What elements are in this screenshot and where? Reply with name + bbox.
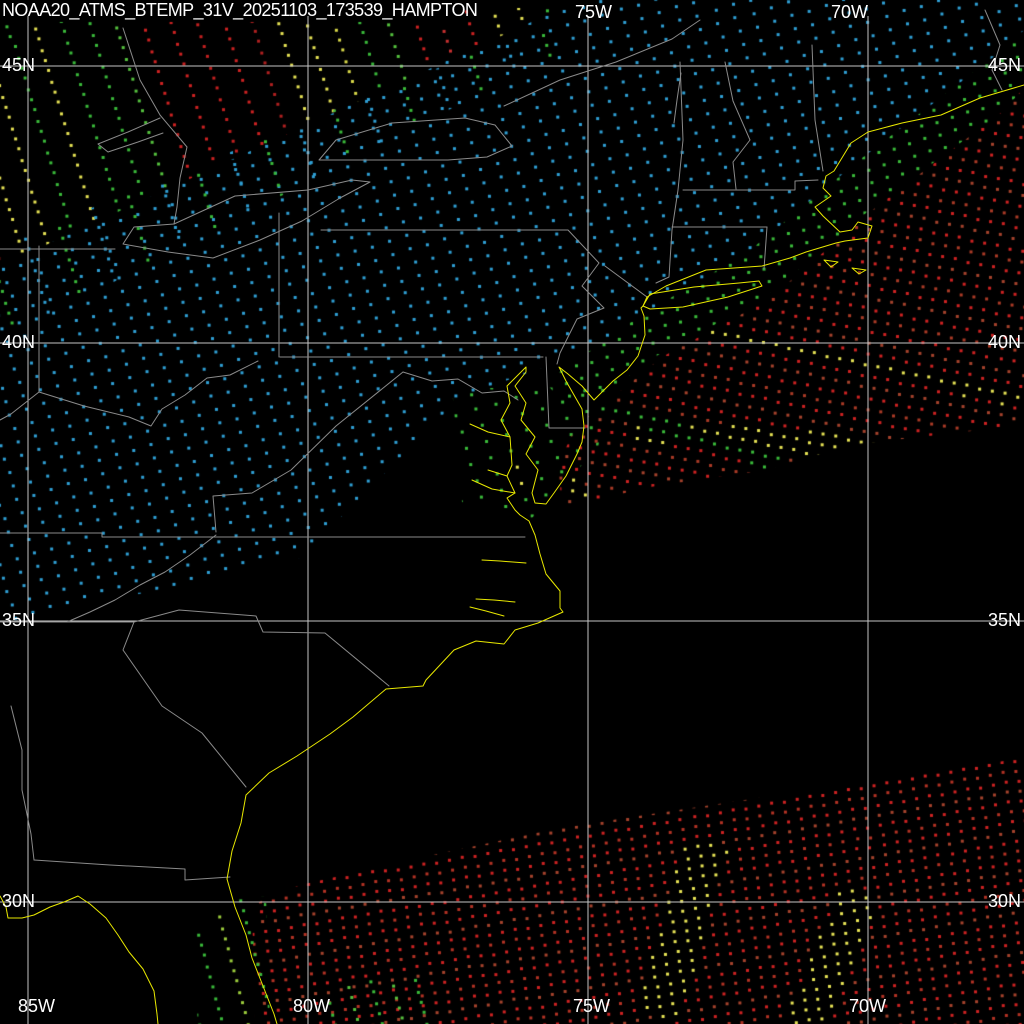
state-border <box>133 609 390 687</box>
lake-outline <box>97 117 164 153</box>
state-border <box>402 371 519 401</box>
state-border <box>503 19 701 107</box>
grid-label-top-70w: 70W <box>831 2 869 22</box>
coastline <box>481 559 527 564</box>
grid-label-right-45n: 45N <box>987 55 1021 75</box>
lake-outline <box>318 117 513 161</box>
state-border <box>763 226 768 270</box>
grid-label-left-30n: 30N <box>2 891 36 911</box>
grid-label-left-45n: 45N <box>2 55 36 75</box>
state-border <box>724 61 751 190</box>
state-border <box>655 61 684 284</box>
grid-label-bottom-80w: 80W <box>293 996 331 1016</box>
state-border <box>0 360 259 427</box>
state-border <box>320 229 605 365</box>
coastline <box>487 469 508 477</box>
grid-label-bottom-75w: 75W <box>573 996 611 1016</box>
coastline <box>475 598 516 603</box>
lake-outline <box>122 179 371 259</box>
coastline <box>226 296 648 1024</box>
state-border <box>545 356 586 429</box>
state-border <box>682 179 819 191</box>
state-border <box>673 72 682 124</box>
state-border <box>604 265 648 298</box>
grid-label-top-75w: 75W <box>575 2 613 22</box>
coastline <box>851 267 867 275</box>
coastline <box>823 259 839 268</box>
coastline <box>469 423 511 438</box>
state-border <box>122 621 247 788</box>
coastline <box>642 280 763 310</box>
grid-label-right-40n: 40N <box>987 332 1021 352</box>
coastline <box>646 84 1024 298</box>
plot-title: NOAA20_ATMS_BTEMP_31V_20251103_173539_HA… <box>2 0 478 20</box>
state-border <box>811 44 824 172</box>
grid-label-left-35n: 35N <box>2 610 36 630</box>
grid-label-bottom-85w: 85W <box>18 996 56 1016</box>
state-border <box>33 859 231 881</box>
state-border <box>10 705 35 861</box>
grid-label-right-35n: 35N <box>987 610 1021 630</box>
coastline <box>471 479 516 494</box>
grid-label-left-40n: 40N <box>2 332 36 352</box>
state-border <box>984 9 1003 91</box>
coastline <box>469 606 505 617</box>
coastline <box>0 895 159 1024</box>
grid-label-bottom-70w: 70W <box>849 996 887 1016</box>
state-border <box>212 371 404 533</box>
lake-outline <box>122 27 188 225</box>
grid-label-right-30n: 30N <box>987 891 1021 911</box>
state-border <box>66 534 217 623</box>
state-border <box>0 532 526 538</box>
